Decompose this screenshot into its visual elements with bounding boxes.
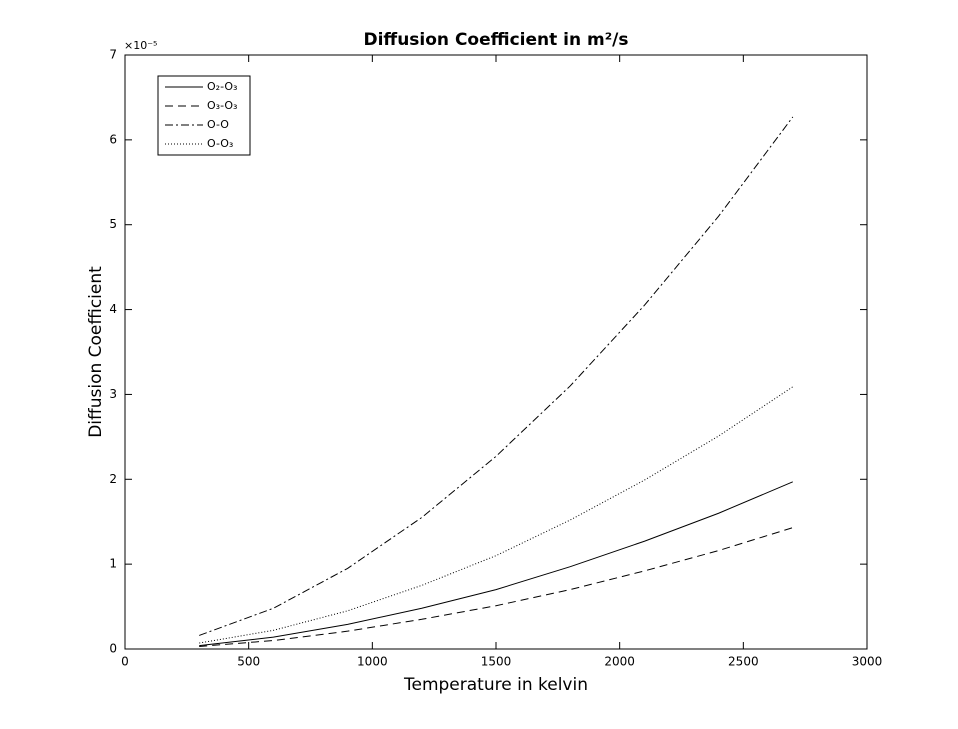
legend-label: O₃-O₃ (207, 99, 237, 112)
legend-label: O-O₃ (207, 137, 233, 150)
x-tick-label: 500 (237, 655, 260, 669)
series-line (199, 481, 793, 647)
y-tick-label: 2 (109, 472, 117, 486)
y-tick-label: 6 (109, 132, 117, 146)
x-axis-label: Temperature in kelvin (403, 675, 588, 695)
x-tick-label: 2000 (604, 655, 635, 669)
y-multiplier: ×10⁻⁵ (124, 39, 157, 52)
y-tick-label: 0 (109, 642, 117, 656)
y-axis-label: Diffusion Coefficient (86, 266, 106, 438)
chart-title: Diffusion Coefficient in m²/s (363, 30, 628, 50)
series-line (199, 116, 794, 636)
x-tick-label: 3000 (852, 655, 883, 669)
series-line (199, 527, 793, 647)
x-tick-label: 2500 (728, 655, 759, 669)
legend-label: O-O (207, 118, 229, 131)
y-tick-label: 5 (109, 217, 117, 231)
legend-label: O₂-O₃ (207, 80, 237, 93)
legend-box (157, 75, 251, 156)
y-tick-label: 1 (109, 557, 117, 571)
y-tick-label: 7 (109, 48, 117, 62)
x-tick-label: 0 (121, 655, 129, 669)
series-line (199, 386, 794, 644)
y-tick-label: 3 (109, 387, 117, 401)
x-tick-label: 1000 (357, 655, 388, 669)
y-tick-label: 4 (109, 302, 117, 316)
x-tick-label: 1500 (481, 655, 512, 669)
